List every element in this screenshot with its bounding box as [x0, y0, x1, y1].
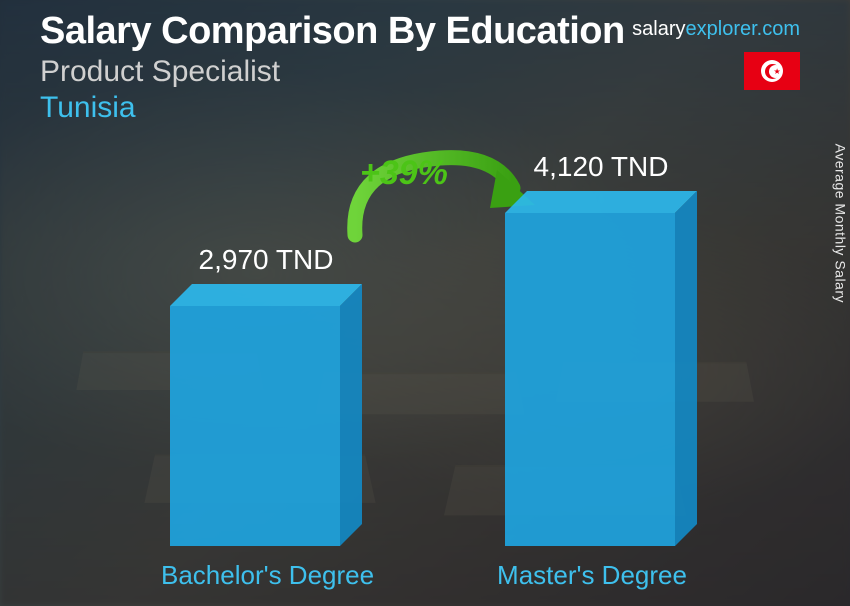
bar-side	[340, 284, 362, 546]
brand-part2: explorer	[686, 18, 757, 40]
bar-0: Bachelor's Degree2,970 TND	[170, 284, 362, 546]
flag-circle: ★	[761, 60, 783, 82]
brand-logo: salaryexplorer.com	[632, 18, 800, 41]
chart-subtitle: Product Specialist	[40, 55, 810, 89]
bar-category-label: Master's Degree	[496, 560, 688, 591]
bar-front	[505, 213, 675, 546]
bar-value-label: 4,120 TND	[505, 151, 697, 183]
bar-1: Master's Degree4,120 TND	[505, 191, 697, 546]
bar-front	[170, 306, 340, 546]
brand-part1: salary	[632, 18, 685, 40]
tunisia-flag-icon: ★	[744, 52, 800, 90]
bar-side	[675, 191, 697, 546]
brand-part3: .com	[757, 18, 800, 40]
flag-crescent: ★	[765, 64, 780, 79]
bar-value-label: 2,970 TND	[170, 244, 362, 276]
delta-percentage: +39%	[360, 154, 448, 193]
chart-area: +39% Bachelor's Degree2,970 TNDMaster's …	[0, 140, 850, 606]
bar-category-label: Bachelor's Degree	[161, 560, 353, 591]
flag-star-icon: ★	[774, 67, 781, 76]
chart-country: Tunisia	[40, 91, 810, 125]
bar-top	[505, 191, 697, 213]
bar-top	[170, 284, 362, 306]
